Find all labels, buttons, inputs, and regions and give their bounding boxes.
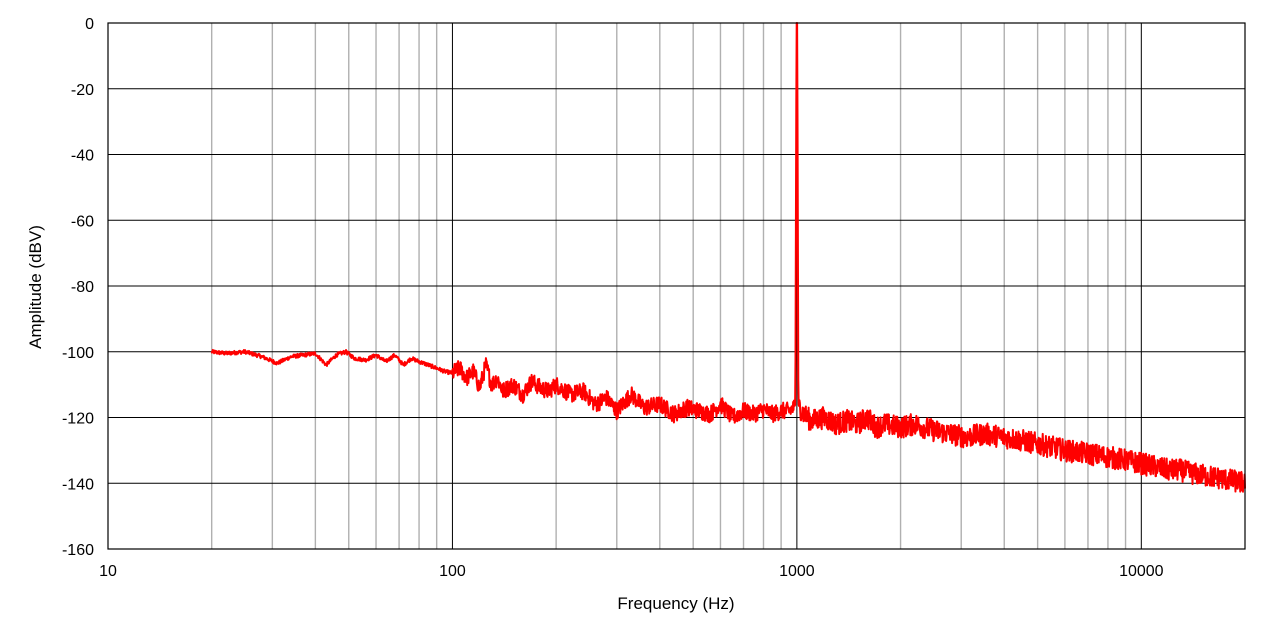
y-tick-label: -80 — [71, 279, 94, 296]
x-tick-label: 1000 — [779, 563, 815, 580]
x-tick-label: 10 — [99, 563, 117, 580]
y-tick-label: -140 — [62, 476, 94, 493]
x-tick-label: 100 — [439, 563, 466, 580]
x-tick-label: 10000 — [1119, 563, 1164, 580]
series-layer — [210, 22, 1246, 493]
series-line — [210, 22, 1246, 493]
y-tick-label: 0 — [85, 16, 94, 33]
y-tick-label: -20 — [71, 82, 94, 99]
plot-frame — [107, 22, 1246, 550]
x-tick-labels: 10 100 1000 10000 — [99, 563, 1164, 580]
y-tick-label: -120 — [62, 411, 94, 428]
y-tick-label: -160 — [62, 542, 94, 559]
y-tick-label: -100 — [62, 345, 94, 362]
y-tick-label: -40 — [71, 148, 94, 165]
y-axis-title: Amplitude (dBV) — [26, 225, 45, 349]
y-tick-labels: 0 -20 -40 -60 -80 -100 -120 -140 -160 — [62, 16, 94, 559]
y-tick-label: -60 — [71, 213, 94, 230]
x-axis-title: Frequency (Hz) — [617, 594, 734, 613]
